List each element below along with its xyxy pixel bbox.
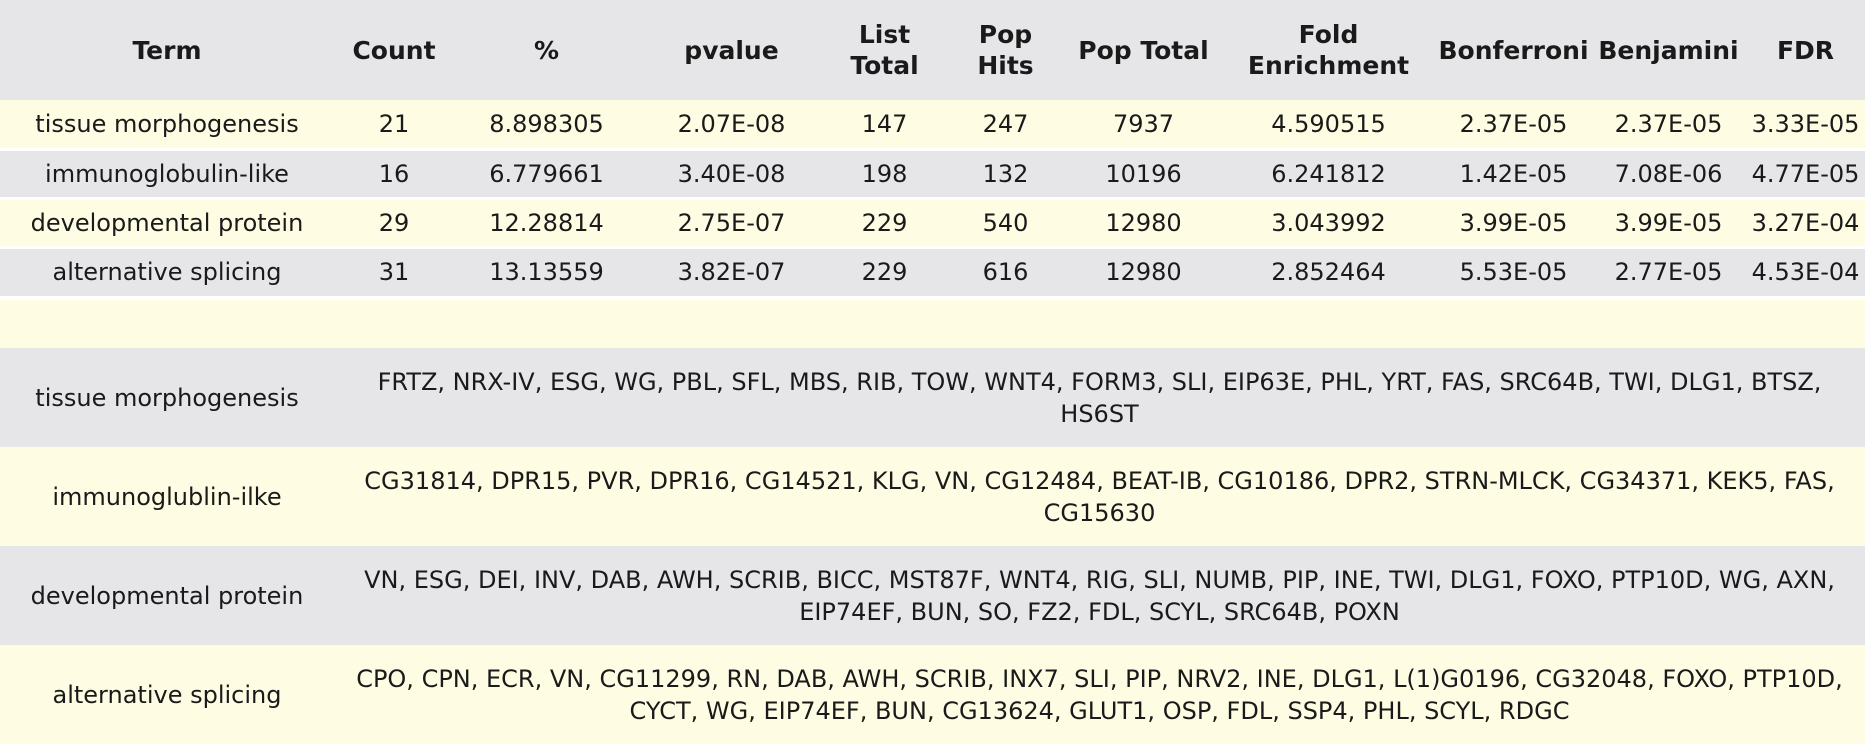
- table-row: tissue morphogenesis FRTZ, NRX-IV, ESG, …: [0, 348, 1865, 447]
- stats-header: Term Count % pvalue List Total Pop Hits …: [0, 0, 1865, 100]
- cell-count: 31: [334, 245, 454, 296]
- cell-fold-enrichment: 4.590515: [1271, 109, 1386, 138]
- cell-fdr: 3.27E-04: [1746, 196, 1865, 247]
- gene-list: FRTZ, NRX-IV, ESG, WG, PBL, SFL, MBS, RI…: [377, 367, 1822, 428]
- cell-pop-hits: 616: [945, 245, 1066, 296]
- cell-pop-total: 12980: [1066, 196, 1221, 247]
- header-list-total: List Total: [850, 20, 919, 80]
- gene-list: CPO, CPN, ECR, VN, CG11299, RN, DAB, AWH…: [356, 664, 1843, 725]
- table-row: immunoglobulin-like 16 6.779661 3.40E-08…: [0, 147, 1865, 198]
- table-row: tissue morphogenesis 21 8.898305 2.07E-0…: [0, 100, 1865, 149]
- header-fold-enrichment: Fold Enrichment: [1247, 20, 1410, 80]
- header-benjamini: Benjamini: [1598, 35, 1739, 65]
- header-fdr: FDR: [1776, 35, 1835, 65]
- cell-list-total: 229: [824, 245, 945, 296]
- section-spacer: [0, 300, 1865, 348]
- header-term: Term: [132, 35, 202, 65]
- cell-bonferroni: 3.99E-05: [1436, 196, 1591, 247]
- cell-term: alternative splicing: [0, 245, 334, 296]
- cell-pvalue: 2.07E-08: [677, 109, 786, 138]
- cell-pop-total: 12980: [1066, 245, 1221, 296]
- cell-pvalue: 3.40E-08: [639, 147, 824, 198]
- table-row: alternative splicing 31 13.13559 3.82E-0…: [0, 245, 1865, 296]
- cell-fdr: 4.53E-04: [1746, 245, 1865, 296]
- header-count: Count: [352, 35, 436, 65]
- cell-count: 16: [334, 147, 454, 198]
- gene-term: developmental protein: [30, 581, 304, 610]
- cell-benjamini: 2.37E-05: [1614, 109, 1723, 138]
- stats-body: tissue morphogenesis 21 8.898305 2.07E-0…: [0, 100, 1865, 296]
- cell-bonferroni: 5.53E-05: [1436, 245, 1591, 296]
- cell-fold-enrichment: 3.043992: [1221, 196, 1436, 247]
- stats-header-row: Term Count % pvalue List Total Pop Hits …: [0, 0, 1865, 100]
- cell-bonferroni: 2.37E-05: [1459, 109, 1568, 138]
- gene-term: alternative splicing: [52, 680, 282, 709]
- enrichment-stats-table: Term Count % pvalue List Total Pop Hits …: [0, 0, 1865, 296]
- gene-term: immunoglublin-ilke: [52, 482, 282, 511]
- header-pop-total: Pop Total: [1078, 35, 1209, 65]
- cell-term: tissue morphogenesis: [35, 109, 299, 138]
- gene-list: VN, ESG, DEI, INV, DAB, AWH, SCRIB, BICC…: [364, 565, 1835, 626]
- header-bonferroni: Bonferroni: [1438, 35, 1589, 65]
- cell-percent: 12.28814: [454, 196, 639, 247]
- cell-benjamini: 2.77E-05: [1591, 245, 1746, 296]
- cell-percent: 13.13559: [454, 245, 639, 296]
- cell-fold-enrichment: 6.241812: [1221, 147, 1436, 198]
- cell-benjamini: 3.99E-05: [1591, 196, 1746, 247]
- gene-list: CG31814, DPR15, PVR, DPR16, CG14521, KLG…: [364, 466, 1835, 527]
- table-row: developmental protein VN, ESG, DEI, INV,…: [0, 546, 1865, 645]
- cell-term: developmental protein: [0, 196, 334, 247]
- cell-fdr: 3.33E-05: [1751, 109, 1860, 138]
- cell-pop-hits: 540: [945, 196, 1066, 247]
- gene-list-table: tissue morphogenesis FRTZ, NRX-IV, ESG, …: [0, 348, 1865, 744]
- cell-percent: 6.779661: [454, 147, 639, 198]
- cell-count: 29: [334, 196, 454, 247]
- header-percent: %: [533, 35, 560, 65]
- table-row: developmental protein 29 12.28814 2.75E-…: [0, 196, 1865, 247]
- cell-count: 21: [378, 109, 410, 138]
- cell-pvalue: 2.75E-07: [639, 196, 824, 247]
- header-pvalue: pvalue: [684, 35, 779, 65]
- cell-term: immunoglobulin-like: [0, 147, 334, 198]
- header-pop-hits: Pop Hits: [977, 20, 1034, 80]
- cell-fdr: 4.77E-05: [1746, 147, 1865, 198]
- table-row: immunoglublin-ilke CG31814, DPR15, PVR, …: [0, 447, 1865, 546]
- table-row: alternative splicing CPO, CPN, ECR, VN, …: [0, 645, 1865, 744]
- cell-pop-hits: 132: [945, 147, 1066, 198]
- cell-list-total: 147: [861, 109, 908, 138]
- cell-list-total: 229: [824, 196, 945, 247]
- cell-pop-hits: 247: [982, 109, 1029, 138]
- cell-percent: 8.898305: [489, 109, 604, 138]
- cell-fold-enrichment: 2.852464: [1221, 245, 1436, 296]
- cell-bonferroni: 1.42E-05: [1436, 147, 1591, 198]
- cell-pop-total: 10196: [1066, 147, 1221, 198]
- gene-list-body: tissue morphogenesis FRTZ, NRX-IV, ESG, …: [0, 348, 1865, 744]
- cell-pop-total: 7937: [1112, 109, 1175, 138]
- cell-pvalue: 3.82E-07: [639, 245, 824, 296]
- gene-term: tissue morphogenesis: [35, 383, 299, 412]
- cell-list-total: 198: [824, 147, 945, 198]
- cell-benjamini: 7.08E-06: [1591, 147, 1746, 198]
